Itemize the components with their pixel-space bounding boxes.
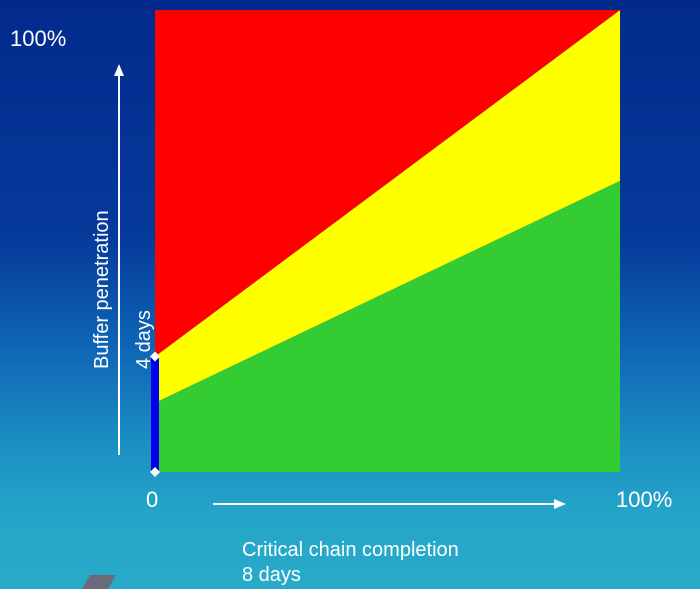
- buffer-end-diamond: [150, 351, 160, 362]
- buffer-start-diamond: [150, 467, 160, 477]
- zone-yellow: [155, 10, 620, 403]
- zone-green: [155, 180, 620, 472]
- x-axis-subtitle: 8 days: [242, 564, 301, 586]
- y-axis-subtitle: 4 days: [133, 310, 155, 369]
- y-axis-title: Buffer penetration: [91, 210, 113, 369]
- y-axis-max-label: 100%: [10, 26, 67, 51]
- x-axis-min-label: 0: [146, 487, 159, 512]
- x-axis-title: Critical chain completion: [242, 539, 459, 561]
- zone-red: [155, 10, 620, 357]
- x-axis-max-label: 100%: [616, 487, 673, 512]
